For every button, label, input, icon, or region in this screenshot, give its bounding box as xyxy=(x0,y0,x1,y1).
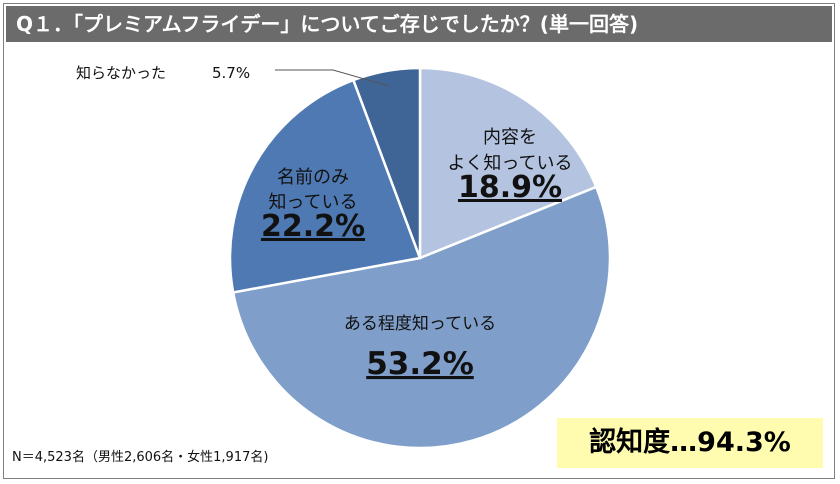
question-title: Q１．「プレミアムフライデー」についてご存じでしたか？(単一回答) xyxy=(6,6,832,42)
slice-value-label: 53.2% xyxy=(366,346,474,382)
slice-label: 名前のみ xyxy=(277,167,349,188)
awareness-badge: 認知度…94.3% xyxy=(557,418,823,468)
slice-label: ある程度知っている xyxy=(344,314,496,334)
slice-value-label: 18.9% xyxy=(458,170,562,205)
slice-know-well xyxy=(418,66,598,260)
slice-label: 知らなかった xyxy=(76,64,166,82)
leader-line xyxy=(275,69,390,87)
slice-label: 内容を xyxy=(483,127,537,148)
slice-label: 知っている xyxy=(268,192,357,213)
slice-value-label: 5.7% xyxy=(212,64,250,82)
slice-did-not-know xyxy=(351,66,422,259)
slice-label: よく知っている xyxy=(447,153,572,174)
sample-size-note: N＝4,523名（男性2,606名・女性1,917名) xyxy=(12,450,269,465)
slice-value-label: 22.2% xyxy=(261,209,365,244)
slice-know-somewhat xyxy=(231,185,612,450)
